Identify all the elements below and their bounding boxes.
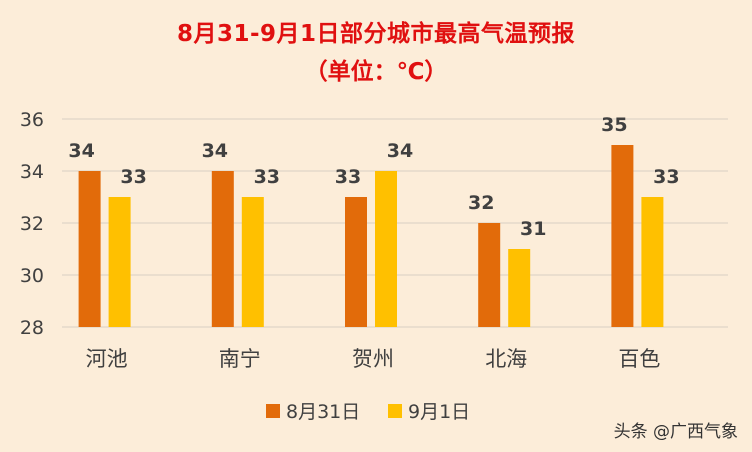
data-label: 32 xyxy=(468,192,494,214)
x-tick-label: 百色 xyxy=(618,347,660,371)
x-tick-label: 河池 xyxy=(86,347,128,371)
bar xyxy=(78,171,101,327)
bar xyxy=(375,171,397,327)
legend-swatch xyxy=(266,404,280,418)
bar xyxy=(508,249,531,327)
legend-swatch xyxy=(388,404,402,418)
bar xyxy=(108,197,131,327)
x-tick-label: 北海 xyxy=(485,347,527,371)
bar xyxy=(478,223,501,327)
data-label: 33 xyxy=(335,166,361,188)
data-label: 31 xyxy=(520,218,546,240)
bar xyxy=(611,145,634,327)
legend-label: 8月31日 xyxy=(286,401,360,423)
data-label: 35 xyxy=(601,114,627,136)
y-tick-label: 28 xyxy=(20,317,44,339)
y-axis-ticks: 28 30 32 34 36 xyxy=(20,109,44,339)
chart-subtitle: （单位：℃） xyxy=(304,59,448,85)
bar xyxy=(211,171,234,327)
chart-title: 8月31-9月1日部分城市最高气温预报 xyxy=(176,21,576,47)
y-tick-label: 30 xyxy=(20,265,44,287)
x-axis-ticks: 河池 南宁 贺州 北海 百色 xyxy=(86,347,661,371)
data-label: 34 xyxy=(387,140,413,162)
data-label: 34 xyxy=(202,140,228,162)
data-label: 33 xyxy=(653,166,679,188)
watermark: 头条 @广西气象 xyxy=(613,422,738,442)
x-tick-label: 贺州 xyxy=(352,347,394,371)
bars xyxy=(78,145,664,327)
bar xyxy=(241,197,264,327)
y-tick-label: 36 xyxy=(20,109,44,131)
data-label: 33 xyxy=(120,166,146,188)
bar xyxy=(641,197,664,327)
x-tick-label: 南宁 xyxy=(219,347,261,371)
bar xyxy=(345,197,367,327)
legend: 8月31日 9月1日 xyxy=(266,401,470,423)
y-tick-label: 34 xyxy=(20,161,44,183)
legend-label: 9月1日 xyxy=(408,401,470,423)
data-label: 33 xyxy=(254,166,280,188)
y-tick-label: 32 xyxy=(20,213,44,235)
data-label: 34 xyxy=(68,140,94,162)
data-labels: 34 33 34 33 33 34 32 31 35 33 xyxy=(68,114,679,240)
